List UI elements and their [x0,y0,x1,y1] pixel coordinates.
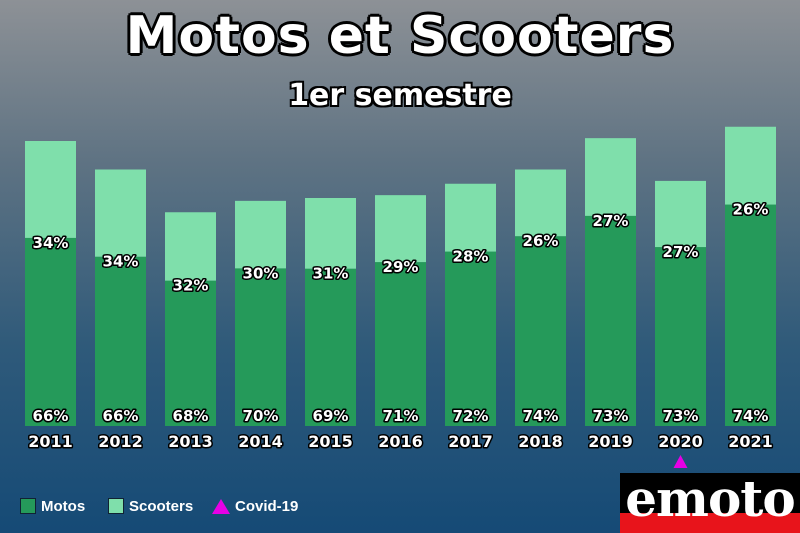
label-scooters-2017: 28% [453,248,489,266]
logo-text: emoto [625,473,796,528]
legend-covid-label: Covid-19 [235,497,299,515]
emoto-logo: emoto [620,473,800,533]
bar-motos-2019 [585,215,636,426]
label-motos-2017: 72% [453,407,489,425]
bar-scooters-2013 [165,212,216,281]
label-motos-2016: 71% [383,407,419,425]
label-scooters-2018: 26% [523,232,559,250]
bar-scooters-2011 [25,141,76,238]
bar-motos-2011 [25,237,76,426]
stacked-bar-chart: 66% 34% 2011 66% 34% 2012 68% 32% 2013 70% 30% 2014… [25,126,776,468]
label-scooters-2012: 34% [103,253,139,271]
bar-scooters-2019 [585,138,636,216]
label-scooters-2020: 27% [663,243,699,261]
tick-label-2016: 2016 [378,432,423,451]
bar-motos-2012 [95,256,146,426]
bar-scooters-2012 [95,169,146,257]
bar-motos-2021 [725,204,776,426]
tick-label-2018: 2018 [518,432,563,451]
bar-scooters-2015 [305,198,356,269]
bar-motos-2016 [375,262,426,426]
label-motos-2014: 70% [243,407,279,425]
legend-motos-label: Motos [41,497,86,515]
bar-motos-2018 [515,236,566,426]
label-scooters-2019: 27% [593,212,629,230]
bar-scooters-2017 [445,183,496,252]
label-motos-2012: 66% [103,407,139,425]
bar-scooters-2014 [235,200,286,269]
label-scooters-2011: 34% [33,234,69,252]
tick-label-2011: 2011 [28,432,73,451]
tick-label-2017: 2017 [448,432,493,451]
bar-motos-2015 [305,268,356,426]
tick-label-2015: 2015 [308,432,353,451]
covid-triangle-icon [212,498,230,514]
bar-scooters-2020 [655,180,706,248]
legend-motos: Motos [20,496,85,516]
tick-label-2012: 2012 [98,432,143,451]
chart-title: Motos et Scooters [125,6,675,66]
legend-covid: Covid-19 [212,496,298,516]
legend-scooters-swatch [108,498,124,514]
bar-motos-2014 [235,268,286,426]
label-scooters-2021: 26% [733,201,769,219]
label-scooters-2014: 30% [243,264,279,282]
tick-label-2021: 2021 [728,432,773,451]
legend-scooters: Scooters [108,496,193,516]
label-scooters-2016: 29% [383,258,419,276]
tick-label-2020: 2020 [658,432,703,451]
label-motos-2020: 73% [663,407,699,425]
logo-red-stripe [620,513,800,533]
label-motos-2015: 69% [313,407,349,425]
legend-motos-swatch [20,498,36,514]
bar-motos-2013 [165,280,216,426]
tick-label-2019: 2019 [588,432,633,451]
tick-label-2013: 2013 [168,432,213,451]
label-scooters-2013: 32% [173,277,209,295]
label-motos-2011: 66% [33,407,69,425]
bar-motos-2020 [655,247,706,426]
bar-scooters-2021 [725,126,776,205]
tick-label-2014: 2014 [238,432,283,451]
chart-subtitle: 1er semestre [288,78,512,113]
label-scooters-2015: 31% [313,265,349,283]
label-motos-2013: 68% [173,407,209,425]
covid-marker-2020 [673,455,688,468]
bar-motos-2017 [445,251,496,426]
bar-scooters-2018 [515,169,566,237]
label-motos-2019: 73% [593,407,629,425]
label-motos-2018: 74% [523,407,559,425]
label-motos-2021: 74% [733,407,769,425]
legend-scooters-label: Scooters [129,497,194,515]
bar-scooters-2016 [375,195,426,263]
